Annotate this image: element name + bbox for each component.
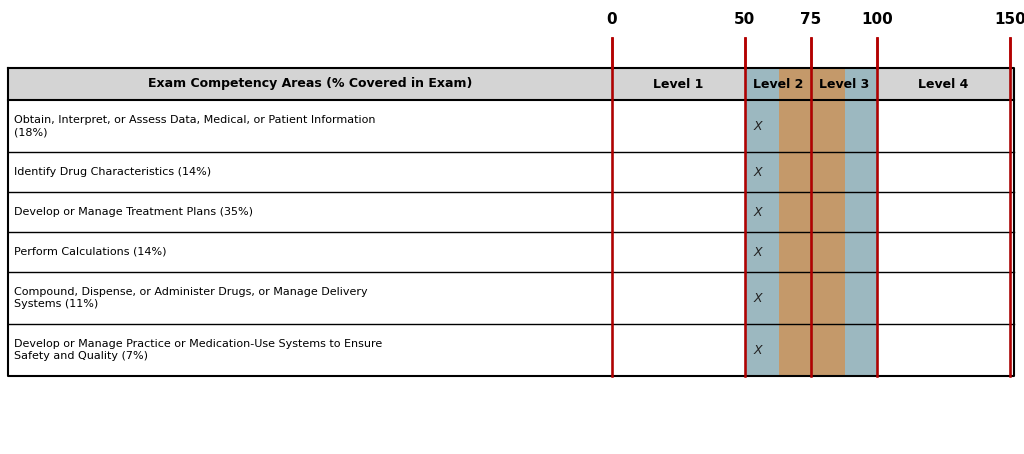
- Text: Develop or Manage Treatment Plans (35%): Develop or Manage Treatment Plans (35%): [14, 207, 253, 217]
- Text: Level 1: Level 1: [653, 78, 703, 90]
- Text: X: X: [754, 206, 762, 218]
- Text: Obtain, Interpret, or Assess Data, Medical, or Patient Information
(18%): Obtain, Interpret, or Assess Data, Medic…: [14, 115, 376, 137]
- Bar: [779, 68, 846, 100]
- Text: Identify Drug Characteristics (14%): Identify Drug Characteristics (14%): [14, 167, 211, 177]
- Bar: [779, 68, 846, 376]
- Text: 75: 75: [801, 12, 821, 27]
- Text: Level 3: Level 3: [819, 78, 869, 90]
- Text: X: X: [754, 344, 762, 356]
- Text: 100: 100: [861, 12, 893, 27]
- Text: Exam Competency Areas (% Covered in Exam): Exam Competency Areas (% Covered in Exam…: [147, 78, 472, 90]
- Text: Develop or Manage Practice or Medication-Use Systems to Ensure
Safety and Qualit: Develop or Manage Practice or Medication…: [14, 339, 382, 361]
- Text: Level 2: Level 2: [753, 78, 803, 90]
- Text: X: X: [754, 291, 762, 305]
- Bar: [744, 68, 878, 376]
- Text: X: X: [754, 119, 762, 133]
- Bar: [744, 68, 878, 100]
- Bar: [8, 68, 1014, 100]
- Text: 150: 150: [994, 12, 1024, 27]
- Text: X: X: [754, 246, 762, 258]
- Text: 0: 0: [606, 12, 617, 27]
- Text: X: X: [754, 166, 762, 178]
- Text: 50: 50: [734, 12, 756, 27]
- Text: Level 4: Level 4: [919, 78, 969, 90]
- Text: Perform Calculations (14%): Perform Calculations (14%): [14, 247, 167, 257]
- Text: Compound, Dispense, or Administer Drugs, or Manage Delivery
Systems (11%): Compound, Dispense, or Administer Drugs,…: [14, 287, 368, 309]
